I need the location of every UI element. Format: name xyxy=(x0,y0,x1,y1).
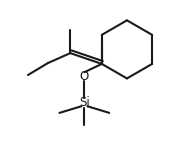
Text: O: O xyxy=(80,70,89,83)
Text: Si: Si xyxy=(79,96,90,109)
